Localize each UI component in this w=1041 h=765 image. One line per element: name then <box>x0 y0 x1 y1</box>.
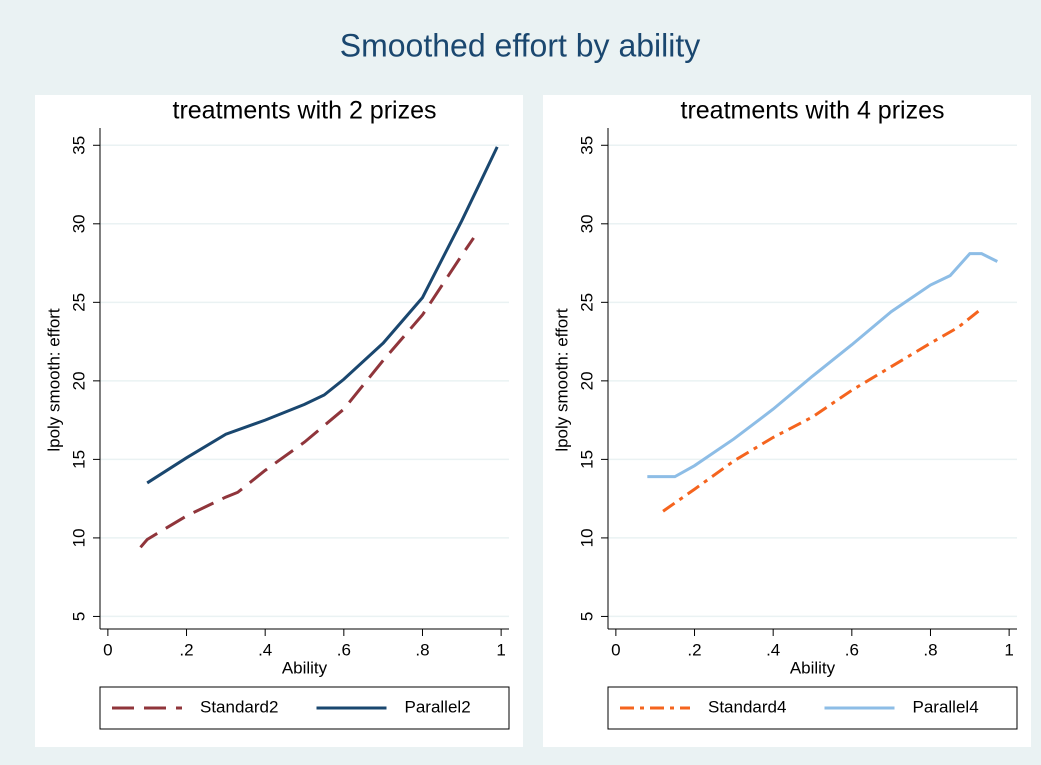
legend-box <box>607 686 1018 730</box>
x-tick-label: 0 <box>611 640 620 659</box>
x-tick-label: .4 <box>766 640 780 659</box>
y-tick-label: 20 <box>69 371 88 390</box>
x-tick-label: 0 <box>103 640 112 659</box>
legend-label: Parallel2 <box>405 697 471 716</box>
panel-background <box>543 95 1031 747</box>
y-tick-label: 15 <box>69 450 88 469</box>
series-line <box>647 252 999 479</box>
y-tick-label: 15 <box>577 450 596 469</box>
chart-title: Smoothed effort by ability <box>340 27 701 63</box>
legend-label: Parallel4 <box>913 697 979 716</box>
y-tick-label: 10 <box>69 528 88 547</box>
y-tick-label: 30 <box>577 214 596 233</box>
series-line <box>139 237 475 549</box>
x-tick-label: .6 <box>337 640 351 659</box>
x-tick-label: .2 <box>179 640 193 659</box>
series-line <box>662 307 983 513</box>
x-tick-label: .8 <box>923 640 937 659</box>
y-tick-label: 35 <box>577 136 596 155</box>
legend-label: Standard2 <box>200 697 278 716</box>
x-tick-label: .4 <box>258 640 272 659</box>
y-tick-label: 20 <box>577 371 596 390</box>
y-axis-label: lpoly smooth: effort <box>44 308 63 452</box>
panel-title: treatments with 4 prizes <box>681 97 945 125</box>
x-tick-label: .2 <box>687 640 701 659</box>
y-tick-label: 25 <box>69 293 88 312</box>
legend-box <box>99 686 510 730</box>
panel-background <box>35 95 523 747</box>
y-tick-label: 5 <box>577 612 596 621</box>
y-tick-label: 30 <box>69 214 88 233</box>
legend-label: Standard4 <box>708 697 786 716</box>
y-tick-label: 35 <box>69 136 88 155</box>
x-tick-label: 1 <box>1004 640 1013 659</box>
x-axis-label: Ability <box>282 658 328 677</box>
y-axis-label: lpoly smooth: effort <box>552 308 571 452</box>
x-tick-label: .8 <box>415 640 429 659</box>
y-tick-label: 10 <box>577 528 596 547</box>
y-tick-label: 5 <box>69 612 88 621</box>
series-line <box>146 146 499 485</box>
y-tick-label: 25 <box>577 293 596 312</box>
x-tick-label: 1 <box>496 640 505 659</box>
x-tick-label: .6 <box>845 640 859 659</box>
x-axis-label: Ability <box>790 658 836 677</box>
panel-title: treatments with 2 prizes <box>173 97 437 125</box>
